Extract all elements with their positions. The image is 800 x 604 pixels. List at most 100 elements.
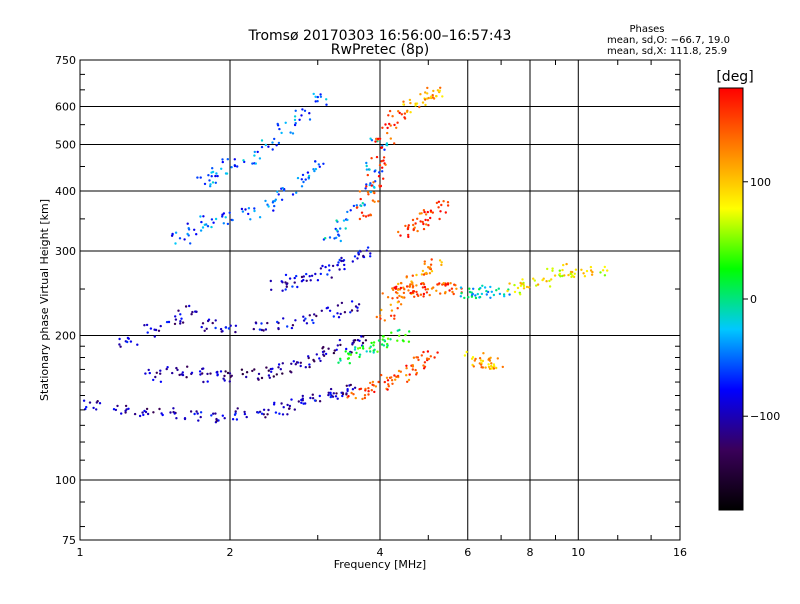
- scatter-point: [174, 318, 178, 321]
- scatter-point: [377, 339, 381, 342]
- scatter-point: [301, 173, 305, 177]
- scatter-point: [404, 224, 407, 228]
- scatter-point: [380, 343, 384, 346]
- scatter-points: [82, 86, 609, 424]
- scatter-point: [271, 148, 274, 151]
- scatter-point: [356, 306, 359, 309]
- scatter-point: [591, 270, 594, 274]
- scatter-point: [422, 222, 425, 226]
- scatter-point: [438, 217, 441, 221]
- scatter-point: [228, 380, 231, 383]
- scatter-point: [262, 329, 265, 332]
- scatter-point: [423, 98, 427, 101]
- scatter-point: [266, 321, 269, 325]
- scatter-point: [169, 411, 172, 414]
- scatter-point: [367, 393, 370, 396]
- scatter-point: [300, 280, 304, 283]
- scatter-point: [468, 287, 471, 290]
- scatter-point: [417, 358, 420, 362]
- scatter-point: [411, 368, 414, 371]
- scatter-point: [267, 408, 270, 412]
- scatter-point: [116, 404, 119, 408]
- scatter-point: [241, 372, 244, 376]
- scatter-point: [356, 257, 359, 260]
- scatter-point: [408, 373, 411, 376]
- scatter-point: [381, 166, 384, 169]
- scatter-point: [371, 383, 374, 386]
- scatter-point: [548, 285, 552, 288]
- scatter-point: [423, 210, 426, 214]
- scatter-point: [415, 356, 418, 359]
- scatter-point: [396, 301, 399, 304]
- scatter-point: [82, 399, 86, 402]
- scatter-point: [264, 328, 268, 331]
- scatter-point: [214, 412, 217, 415]
- scatter-point: [253, 207, 256, 210]
- scatter-point: [422, 364, 425, 367]
- scatter-point: [300, 185, 304, 188]
- scatter-point: [428, 272, 432, 275]
- scatter-point: [302, 319, 306, 322]
- scatter-point: [165, 367, 168, 371]
- scatter-point: [490, 362, 493, 365]
- scatter-point: [144, 410, 148, 414]
- scatter-point: [144, 372, 147, 375]
- scatter-point: [224, 326, 228, 329]
- scatter-point: [271, 367, 274, 370]
- scatter-point: [211, 170, 215, 174]
- scatter-point: [291, 193, 295, 196]
- scatter-point: [409, 111, 412, 114]
- scatter-point: [411, 218, 415, 222]
- y-tick-label: 300: [55, 245, 76, 258]
- scatter-point: [344, 350, 347, 353]
- scatter-point: [383, 148, 386, 151]
- scatter-point: [205, 327, 208, 330]
- scatter-point: [337, 361, 340, 364]
- scatter-point: [422, 227, 426, 231]
- scatter-point: [361, 341, 365, 345]
- scatter-point: [124, 411, 127, 414]
- scatter-point: [173, 412, 176, 415]
- scatter-point: [273, 199, 276, 203]
- scatter-point: [146, 412, 150, 416]
- scatter-point: [393, 123, 396, 127]
- scatter-point: [352, 341, 355, 344]
- scatter-point: [428, 293, 431, 297]
- scatter-point: [300, 398, 303, 402]
- scatter-point: [378, 184, 381, 187]
- scatter-point: [558, 272, 562, 275]
- scatter-point: [423, 262, 426, 266]
- scatter-point: [364, 187, 367, 190]
- scatter-point: [378, 171, 381, 174]
- scatter-point: [206, 225, 210, 228]
- scatter-point: [236, 165, 239, 168]
- scatter-point: [562, 263, 565, 267]
- scatter-point: [301, 397, 304, 400]
- scatter-point: [435, 201, 439, 205]
- scatter-point: [374, 140, 377, 143]
- scatter-point: [282, 189, 286, 192]
- scatter-point: [118, 343, 121, 346]
- scatter-point: [371, 199, 375, 202]
- scatter-point: [240, 207, 244, 211]
- scatter-point: [437, 206, 440, 209]
- scatter-point: [177, 309, 180, 312]
- scatter-point: [322, 353, 325, 356]
- scatter-point: [241, 210, 245, 213]
- scatter-point: [408, 330, 411, 333]
- scatter-point: [332, 392, 335, 395]
- scatter-point: [569, 272, 572, 275]
- scatter-point: [414, 102, 417, 105]
- scatter-point: [207, 174, 210, 177]
- scatter-point: [380, 160, 383, 163]
- scatter-point: [343, 267, 346, 271]
- scatter-point: [421, 269, 425, 273]
- scatter-point: [426, 92, 429, 95]
- scatter-point: [300, 178, 303, 181]
- scatter-point: [309, 396, 312, 400]
- scatter-point: [215, 172, 218, 175]
- scatter-point: [396, 288, 400, 291]
- scatter-point: [403, 117, 407, 120]
- scatter-point: [406, 380, 409, 383]
- scatter-point: [196, 412, 199, 415]
